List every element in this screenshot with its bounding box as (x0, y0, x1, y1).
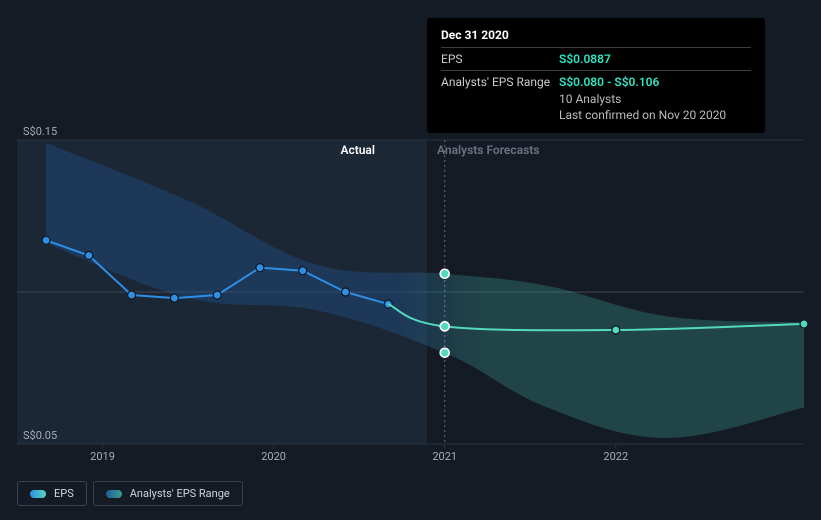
svg-text:S$0.05: S$0.05 (23, 429, 57, 442)
svg-text:2020: 2020 (261, 450, 286, 463)
svg-text:2022: 2022 (603, 450, 628, 463)
svg-text:S$0.15: S$0.15 (23, 125, 57, 138)
eps-forecast-chart: { "chart": { "type": "line-with-range-ba… (0, 0, 821, 520)
tooltip-subline: Last confirmed on Nov 20 2020 (559, 107, 751, 123)
hover-tooltip: Dec 31 2020 EPS S$0.0887 Analysts' EPS R… (427, 18, 765, 133)
tooltip-key: EPS (441, 52, 559, 66)
legend-item-eps[interactable]: EPS (17, 481, 87, 506)
tooltip-date: Dec 31 2020 (441, 28, 751, 42)
tooltip-value: S$0.080 - S$0.106 (559, 75, 659, 89)
legend-swatch-icon (30, 490, 46, 498)
svg-text:2021: 2021 (432, 450, 457, 463)
legend-swatch-icon (106, 490, 122, 498)
svg-text:Actual: Actual (340, 143, 375, 157)
svg-text:2019: 2019 (90, 450, 115, 463)
legend: EPS Analysts' EPS Range (17, 481, 243, 506)
tooltip-value: S$0.0887 (559, 52, 611, 66)
tooltip-row: Analysts' EPS Range S$0.080 - S$0.106 (441, 73, 751, 91)
svg-text:Analysts Forecasts: Analysts Forecasts (437, 143, 539, 157)
legend-label: Analysts' EPS Range (130, 487, 230, 500)
tooltip-row: EPS S$0.0887 (441, 50, 751, 68)
legend-label: EPS (54, 487, 74, 500)
legend-item-eps-range[interactable]: Analysts' EPS Range (93, 481, 243, 506)
tooltip-subline: 10 Analysts (559, 91, 751, 107)
tooltip-key: Analysts' EPS Range (441, 75, 559, 89)
